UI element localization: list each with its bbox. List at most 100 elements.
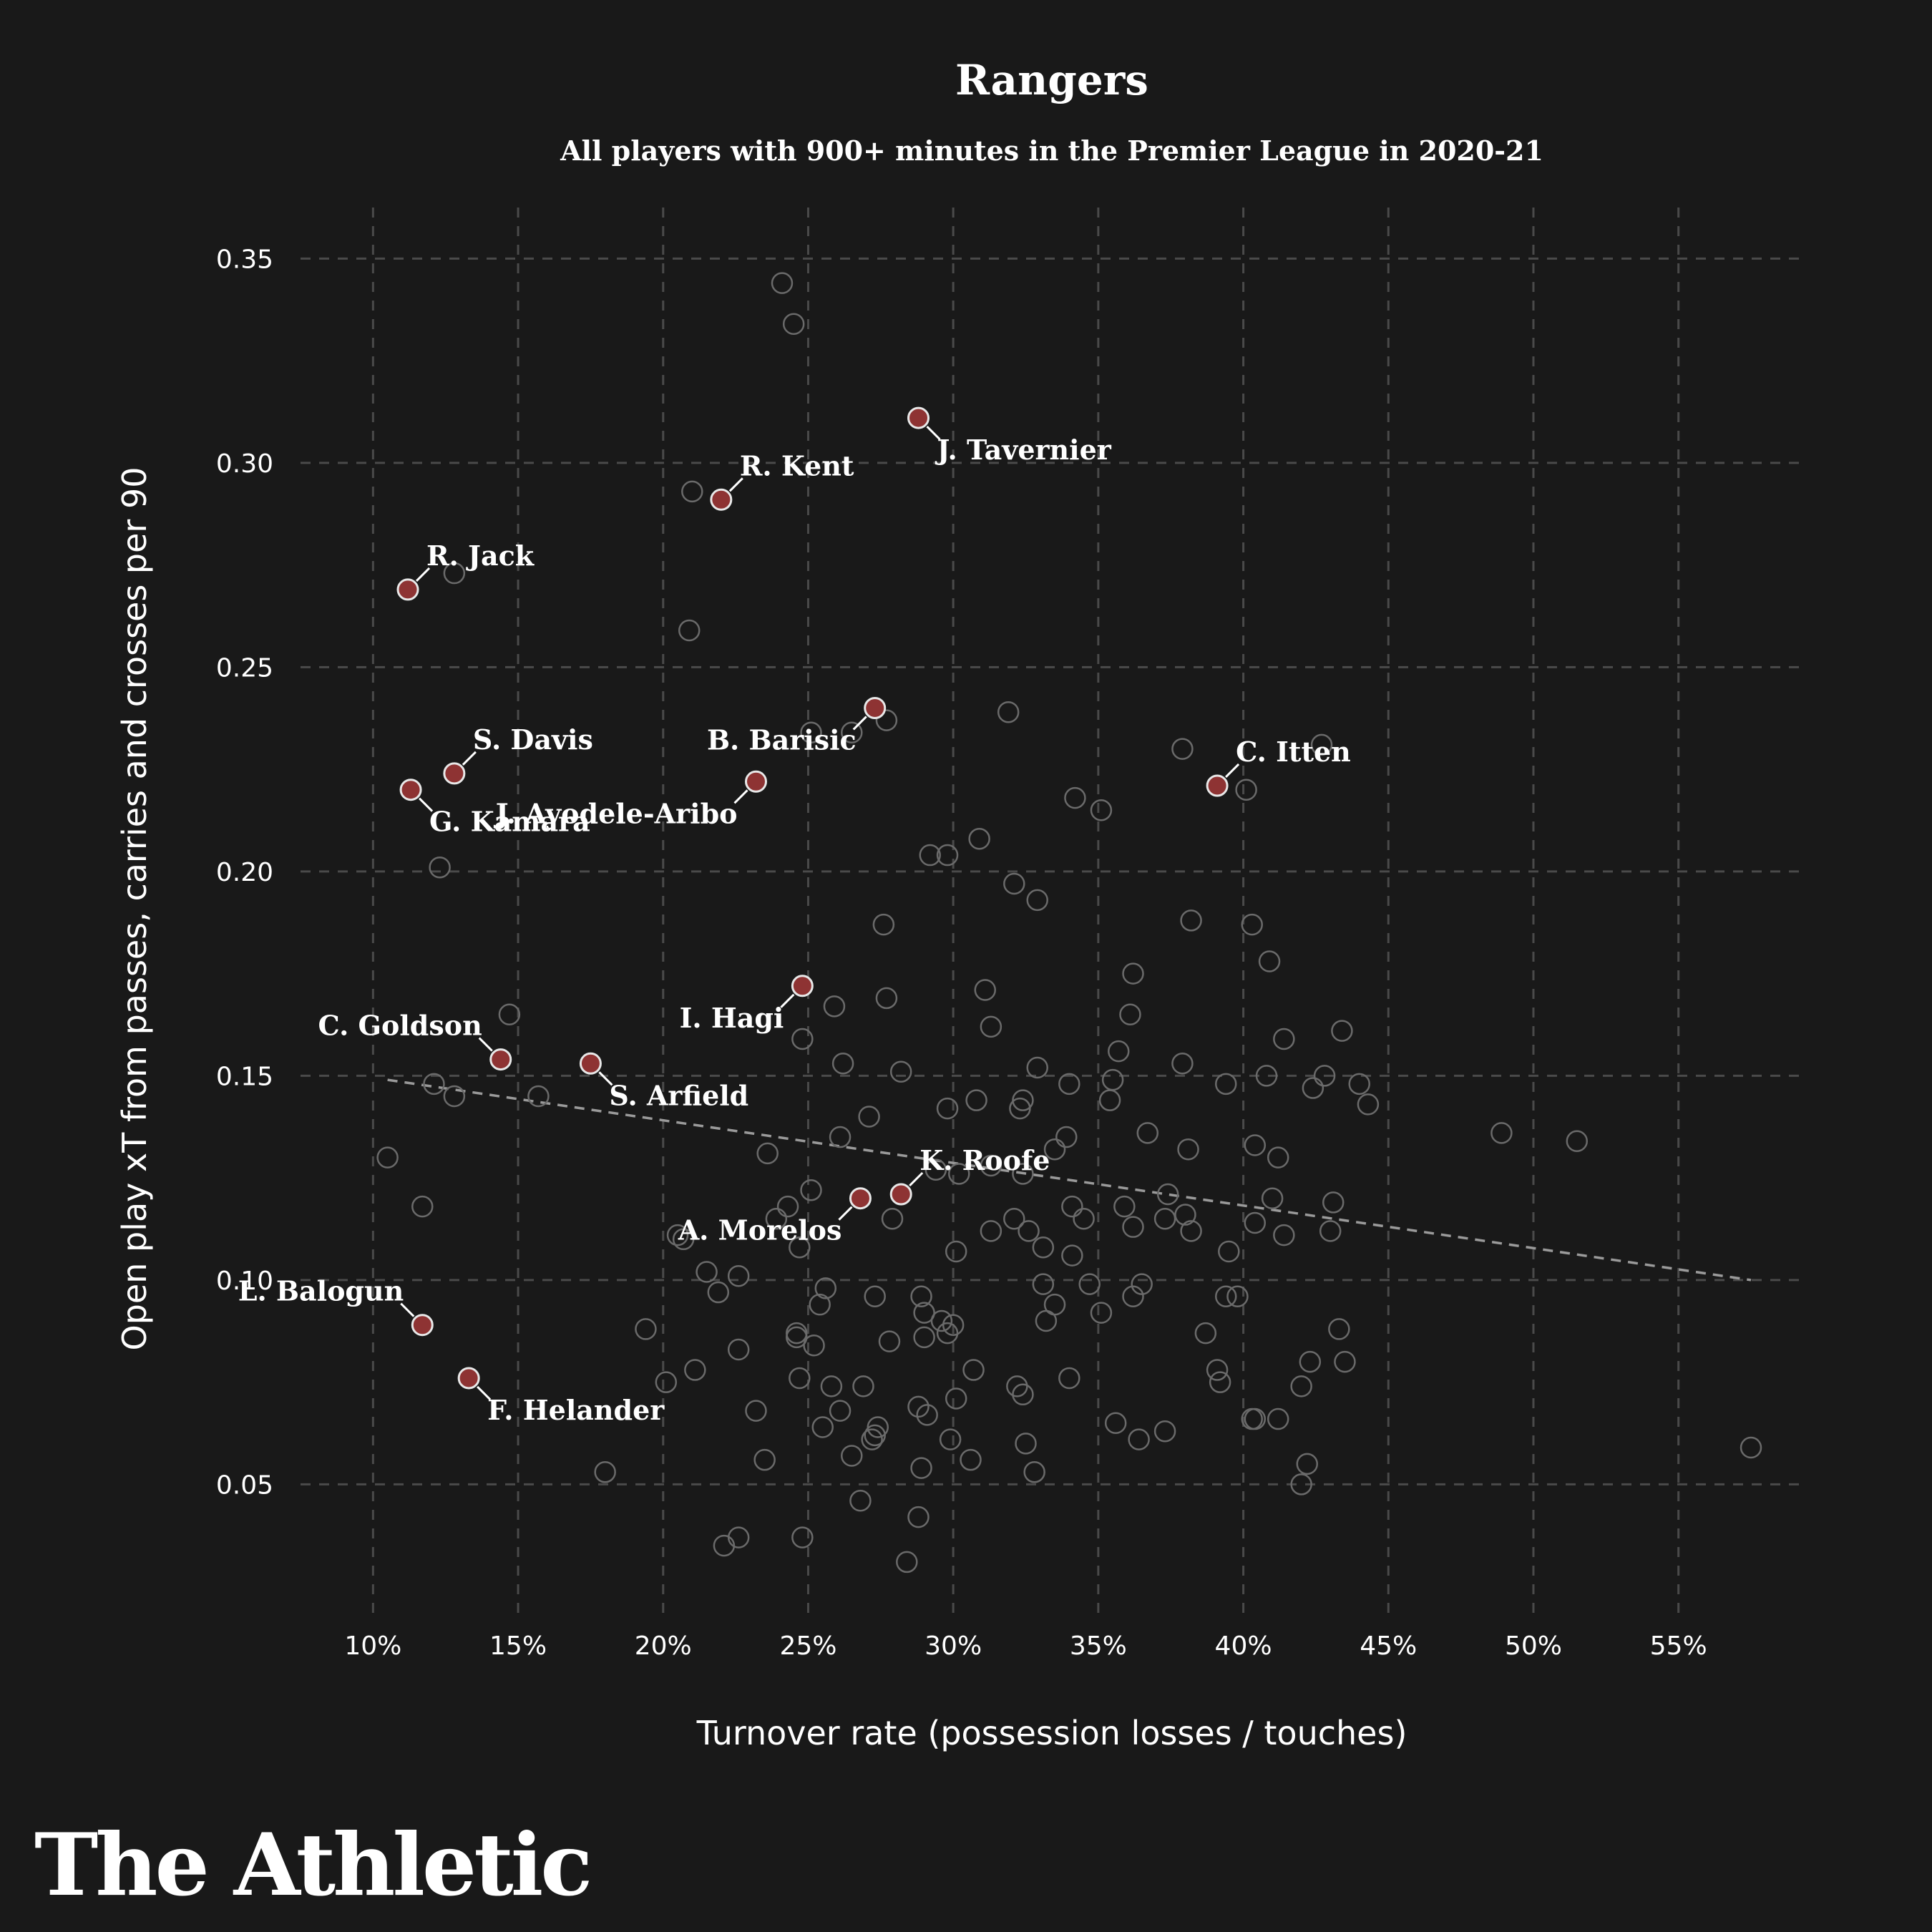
player-point [1104,1412,1127,1435]
player-point [1012,1163,1034,1185]
player-label: A. Morelos [678,1214,842,1246]
player-point [1128,1428,1150,1450]
player-point [1244,1211,1267,1234]
player-point [942,1314,965,1336]
x-tick-label: 20% [635,1631,692,1661]
player-label: I. Hagi [680,1002,784,1034]
player-point [1058,1073,1080,1096]
the-athletic-logo: The Athletic [34,1815,590,1916]
player-point [939,1428,962,1450]
player-point [930,1309,953,1332]
player-point [861,1428,883,1450]
player-point [1090,1302,1113,1324]
player-point [666,1224,689,1246]
rangers-player-point [411,1314,434,1337]
player-point [681,480,703,503]
player-point [1180,909,1202,932]
player-point [678,619,701,642]
player-point [814,1277,837,1299]
label-leader-line [728,477,743,492]
y-tick-label: 0.30 [216,449,273,479]
y-tick-label: 0.05 [216,1470,273,1500]
rangers-player-point [744,770,767,793]
player-point [1043,1293,1066,1316]
label-leader-line [909,1171,924,1187]
player-point [916,1404,938,1426]
player-point [1015,1433,1037,1455]
player-point [1107,1040,1130,1063]
player-point [1122,962,1144,985]
chart-title: Rangers [955,56,1148,104]
player-point [707,1281,730,1304]
player-point [913,1326,935,1349]
player-point [696,1261,718,1283]
x-tick-label: 40% [1215,1631,1272,1661]
player-point [1244,1134,1267,1156]
player-point [1055,1126,1078,1148]
player-point [1218,1240,1240,1263]
player-point [1566,1130,1589,1153]
player-label: R. Kent [740,449,854,482]
player-point [498,1003,521,1026]
player-point [831,1053,854,1075]
player-point [1058,1367,1080,1390]
player-point [878,1330,901,1352]
player-point [727,1526,750,1548]
player-point [1032,1236,1055,1259]
rangers-player-point [399,779,422,801]
player-point [852,1375,874,1397]
player-point [1299,1350,1322,1373]
y-axis-label: Open play xT from passes, carries and cr… [115,467,154,1351]
rangers-player-point [579,1052,602,1075]
rangers-player-point [849,1187,872,1210]
player-point [1319,1220,1342,1242]
player-label: C. Goldson [318,1010,482,1042]
player-point [1258,950,1281,972]
player-point [1101,1068,1124,1091]
player-point [875,709,898,731]
player-point [684,1359,706,1381]
player-point [997,701,1020,723]
player-point [1302,1077,1324,1099]
player-point [1003,1208,1025,1230]
player-point [1003,872,1025,895]
label-leader-line [400,1302,415,1317]
x-tick-label: 45% [1360,1631,1417,1661]
player-point [974,979,997,1001]
player-point [803,1335,825,1357]
player-label: J. Ayodele-Aribo [494,797,738,829]
player-point [1296,1453,1319,1475]
player-point [1214,1073,1237,1096]
player-point [1061,1195,1083,1218]
x-tick-label: 30% [924,1631,982,1661]
player-point [1491,1122,1513,1144]
player-point [1078,1273,1101,1295]
player-point [727,1338,750,1361]
player-point [1032,1273,1055,1295]
player-point [411,1195,434,1218]
player-point [910,1285,932,1308]
player-point [745,1400,767,1422]
label-leader-line [462,751,477,766]
label-leader-line [852,716,867,731]
x-tick-label: 15% [489,1631,547,1661]
x-tick-label: 35% [1070,1631,1127,1661]
player-point [1098,1089,1121,1111]
player-point [1026,889,1048,912]
label-leader-line [780,993,795,1008]
player-point [776,1195,799,1218]
player-point [1153,1420,1176,1443]
player-point [713,1534,736,1557]
player-point [1171,1053,1194,1075]
player-label: F. Helander [487,1394,665,1426]
player-point [829,1400,852,1422]
player-point [756,1142,779,1165]
player-point [889,1060,912,1083]
player-point [1290,1375,1312,1397]
player-point [829,1126,852,1148]
player-point [1090,799,1113,821]
player-point [1334,1350,1356,1373]
player-point [864,1285,886,1308]
player-point [919,844,941,867]
player-point [1023,1461,1045,1483]
